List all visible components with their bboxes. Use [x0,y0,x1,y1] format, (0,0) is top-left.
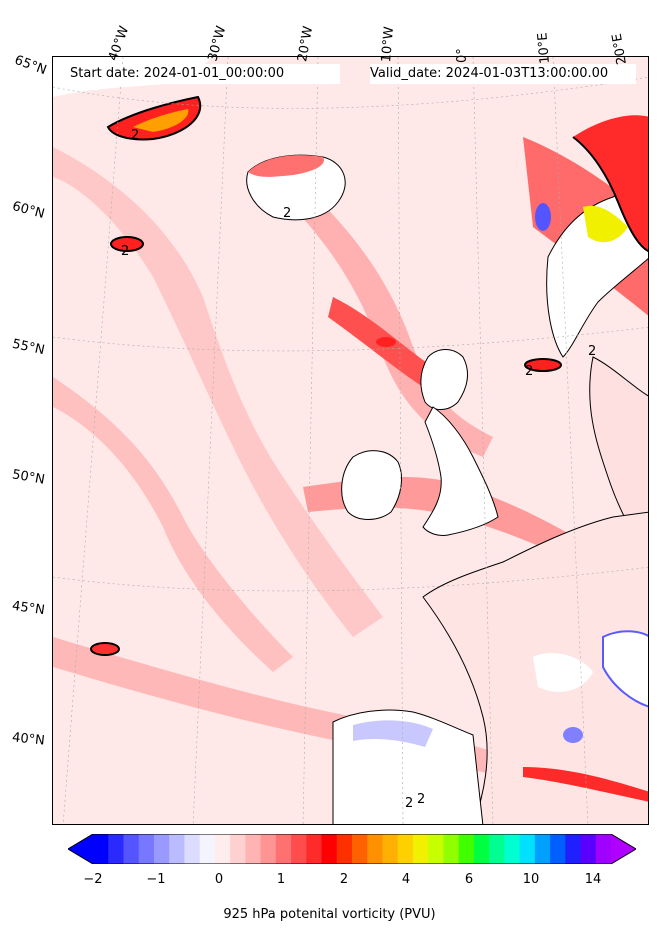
colorbar-segment [306,834,323,864]
pv-band [53,147,383,637]
colorbar-segment [230,834,246,864]
lon-label: 10°W [379,25,398,63]
colorbar-segment [397,834,414,864]
contour-label: 2 [131,128,139,143]
graticule [62,57,124,824]
pv-max-core [133,109,189,132]
colorbar-segment [153,834,170,864]
colorbar-segment [123,834,140,864]
colorbar-segment [199,834,216,864]
colorbar-segment [138,834,155,864]
colorbar-extend-min [68,834,93,864]
lon-label: 10°E [535,31,553,65]
pv-contour-map: 2 2 2 2 2 2 2 [53,57,648,824]
colorbar-segment [519,834,536,864]
alps-blank [602,630,648,708]
pv-negative [353,720,433,747]
colorbar-segment [580,834,597,864]
map-panel: 2 2 2 2 2 2 2 [52,56,649,825]
lat-label: 55°N [10,336,46,359]
pv-negative [563,727,583,743]
valid-date-label: Valid_date: 2024-01-03T13:00:00.00 [370,64,636,84]
england-land [422,406,499,536]
colorbar-segment [93,834,109,864]
graticule [192,57,229,824]
lat-label: 45°N [11,598,46,619]
lat-label: 40°N [11,730,46,749]
ireland-land [341,450,402,520]
graticule [53,326,648,352]
colorbar-segment [412,834,429,864]
contour-label: 2 [283,206,291,221]
colorbar-segment [458,834,475,864]
colorbar-segment [275,834,292,864]
lat-label: 60°N [10,199,47,222]
pv-max-small [524,358,562,372]
colorbar-segment [550,834,566,864]
colorbar [68,834,636,864]
graticule [397,57,404,824]
colorbar-segment [291,834,307,864]
colorbar-segment [565,834,582,864]
lat-label: 65°N [12,52,49,79]
colorbar-tick: −2 [83,872,103,887]
colorbar-segment [321,834,338,864]
colorbar-segment [336,834,353,864]
pv-contour-2 [572,136,648,252]
graticule [472,57,494,824]
colorbar-segment [595,834,612,864]
pv-contour-2 [106,95,202,141]
start-date-label: Start date: 2024-01-01_00:00:00 [70,64,340,84]
colorbar-tick: 14 [584,872,602,887]
colorbar-label: 925 hPa potenital vorticity (PVU) [223,907,436,922]
lon-label: 0° [455,48,470,63]
colorbar-segment [214,834,231,864]
colorbar-segment [534,834,551,864]
colorbar-tick: 1 [276,872,286,887]
contour-label: 2 [405,796,413,811]
contour-label: 2 [588,344,596,359]
colorbar-segment [504,834,521,864]
colorbar-segment [352,834,368,864]
alps-blank [533,652,593,692]
colorbar-tick: 0 [214,872,224,887]
colorbar-segment [108,834,124,864]
colorbar-segment [382,834,399,864]
colorbar-segment [184,834,201,864]
pv-band-south [523,767,648,802]
pv-negative [535,203,551,231]
colorbar-segment [367,834,383,864]
pv-band [283,177,493,457]
scandinavia-coast [589,356,648,556]
colorbar-segment [428,834,444,864]
colorbar-tick: −1 [146,872,166,887]
contour-label: 2 [121,244,129,259]
colorbar-segment [245,834,262,864]
pv-max-small [110,236,144,252]
pv-norway-core [583,205,628,243]
pv-max-small [376,337,396,347]
contour-label: 2 [417,792,425,807]
graticule [552,57,589,824]
colorbar-tick: 6 [464,872,474,887]
colorbar-segment [443,834,460,864]
pv-iceland [248,155,324,177]
graticule [53,566,648,592]
scotland-land [420,349,469,410]
colorbar-segment [260,834,277,864]
colorbar-tick: 4 [401,872,411,887]
graticule [53,77,648,109]
colorbar-segment [489,834,505,864]
colorbar-extend-max [611,834,636,864]
lat-label: 50°N [10,467,46,488]
pv-max-small [90,642,120,656]
pv-band [53,377,293,672]
colorbar-tick: 2 [339,872,349,887]
graticule [302,57,319,824]
colorbar-segment [169,834,185,864]
colorbar-segment [473,834,490,864]
colorbar-tick: 10 [522,872,540,887]
contour-label: 2 [525,364,533,379]
